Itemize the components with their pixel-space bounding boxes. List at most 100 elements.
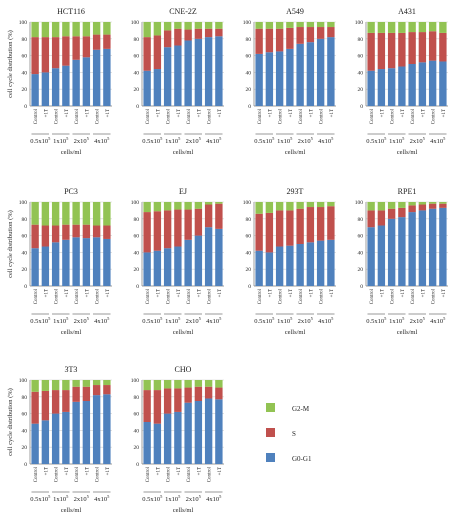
chart-7-ytick-4: 80 [358,217,364,223]
chart-0-ylabel: cell cycle distribution (%) [7,30,14,98]
chart-8-group-label-1: 1x105 [53,494,69,503]
chart-9-bar-g0-g1-5 [194,401,203,464]
chart-0-ytick-3: 60 [22,54,28,60]
chart-0-category-label-7: +1T [106,109,111,117]
chart-9-category-label-6: Control [208,466,213,482]
chart-9-bar-g2-m-6 [204,380,213,387]
chart-9-ytick-0: 0 [136,462,139,468]
chart-4-group-label-0: 0.5x105 [30,316,51,325]
chart-4-ylabel: cell cycle distribution (%) [7,210,14,278]
chart-7-bar-g0-g1-2 [387,218,396,286]
chart-7-bar-s-6 [428,203,437,209]
chart-7-ytick-1: 20 [358,267,364,273]
chart-6-bar-g0-g1-1 [265,252,274,286]
chart-2-category-label-4: Control [299,108,304,124]
chart-9-xlabel: cells/ml [173,507,194,514]
chart-1-bar-g0-g1-2 [163,47,172,106]
chart-7-category-label-7: +1T [442,289,447,297]
chart-8-bar-s-7 [103,385,111,395]
chart-6-bar-s-0 [255,213,263,251]
chart-2-ytick-3: 60 [246,54,252,60]
chart-4-bar-g2-m-6 [92,202,101,226]
chart-6-bar-g0-g1-3 [286,245,294,286]
chart-3-ytick-0: 0 [360,104,363,110]
chart-8-bar-g2-m-5 [82,380,91,387]
chart-3-category-label-2: Control [391,108,396,124]
chart-5-bar-g0-g1-6 [204,227,213,286]
chart-2-ytick-5: 100 [243,20,252,26]
chart-9-ytick-4: 80 [134,395,140,401]
chart-9-category-label-5: +1T [197,467,202,475]
chart-2-bar-s-4 [296,27,304,44]
chart-1-xlabel: cells/ml [173,149,194,156]
chart-0: HCT116 0 20 40 60 80 100 Control +1T Control +1T Co… [7,7,112,156]
chart-9-bar-g2-m-3 [174,380,182,389]
chart-2-bar-s-6 [316,27,325,39]
chart-6-ytick-3: 60 [246,234,252,240]
chart-2-bar-g2-m-2 [275,22,284,29]
chart-9-ytick-2: 40 [134,428,140,434]
chart-6-category-label-3: +1T [289,289,294,297]
chart-7-bar-g2-m-7 [439,202,447,204]
chart-9-bar-g0-g1-4 [184,402,192,464]
chart-6-category-label-5: +1T [309,289,314,297]
chart-7-bar-s-1 [377,210,386,226]
chart-7-bar-g0-g1-6 [428,208,437,286]
chart-2-bar-g2-m-0 [255,22,263,29]
chart-1-ytick-0: 0 [136,104,139,110]
chart-5-ytick-5: 100 [131,200,140,206]
chart-6-ytick-4: 80 [246,217,252,223]
chart-6-bar-g0-g1-6 [316,240,325,286]
chart-8-bar-g2-m-7 [103,380,111,386]
chart-4-bar-s-4 [72,224,80,238]
chart-0-group-label-2: 2x105 [74,136,90,145]
chart-2-ytick-2: 40 [246,70,252,76]
chart-2-category-label-2: Control [279,108,284,124]
chart-4-bar-g0-g1-4 [72,237,80,286]
chart-3-category-label-7: +1T [442,109,447,117]
chart-0-bar-g2-m-0 [31,22,39,38]
chart-3: A431 0 20 40 60 80 100 Control +1T Control +1T Cont… [355,7,448,156]
chart-1-bar-g2-m-2 [163,22,172,31]
chart-2-bar-g2-m-1 [265,22,274,29]
chart-0-ytick-0: 0 [24,104,27,110]
chart-9-bar-g0-g1-2 [163,413,172,464]
chart-3-bar-g0-g1-2 [387,68,396,106]
chart-0-category-label-5: +1T [85,109,90,117]
chart-0-xlabel: cells/ml [61,149,82,156]
legend-swatch-g2-m [266,403,275,412]
chart-1-group-label-3: 4x105 [206,136,222,145]
chart-7-category-label-6: Control [432,288,437,304]
chart-4-ytick-1: 20 [22,267,28,273]
chart-3-bar-s-1 [377,32,386,70]
chart-8-category-label-6: Control [96,466,101,482]
chart-0-bar-g0-g1-7 [103,48,111,106]
chart-1-ytick-3: 60 [134,54,140,60]
chart-4-bar-g2-m-4 [72,202,80,225]
chart-3-bar-g2-m-0 [367,22,375,33]
chart-5-category-label-7: +1T [218,289,223,297]
chart-1-bar-g2-m-3 [174,22,182,29]
chart-8-bar-s-2 [51,390,60,414]
chart-1-bar-g2-m-4 [184,22,192,30]
chart-7-group-label-0: 0.5x105 [366,316,387,325]
chart-9-bar-g0-g1-7 [215,399,223,464]
chart-5-ytick-1: 20 [134,267,140,273]
chart-0-bar-g0-g1-2 [51,68,60,106]
chart-4-bar-g2-m-1 [41,202,50,226]
chart-6-category-label-6: Control [320,288,325,304]
chart-5-bar-g2-m-1 [153,202,162,212]
chart-7-category-label-2: Control [391,288,396,304]
chart-4-bar-s-3 [62,224,70,240]
chart-6-bar-s-3 [286,210,294,246]
chart-2-category-label-5: +1T [309,109,314,117]
chart-3-ytick-5: 100 [355,20,364,26]
chart-5-bar-g2-m-0 [143,202,151,213]
chart-2-ytick-0: 0 [248,104,251,110]
chart-4-bar-g2-m-2 [51,202,60,226]
chart-0-title: HCT116 [57,7,85,16]
chart-6-bar-s-5 [306,207,315,243]
chart-9: CHO 0 20 40 60 80 100 Control +1T Control +1T Contr… [131,365,224,514]
chart-6-bar-g0-g1-4 [296,244,304,286]
